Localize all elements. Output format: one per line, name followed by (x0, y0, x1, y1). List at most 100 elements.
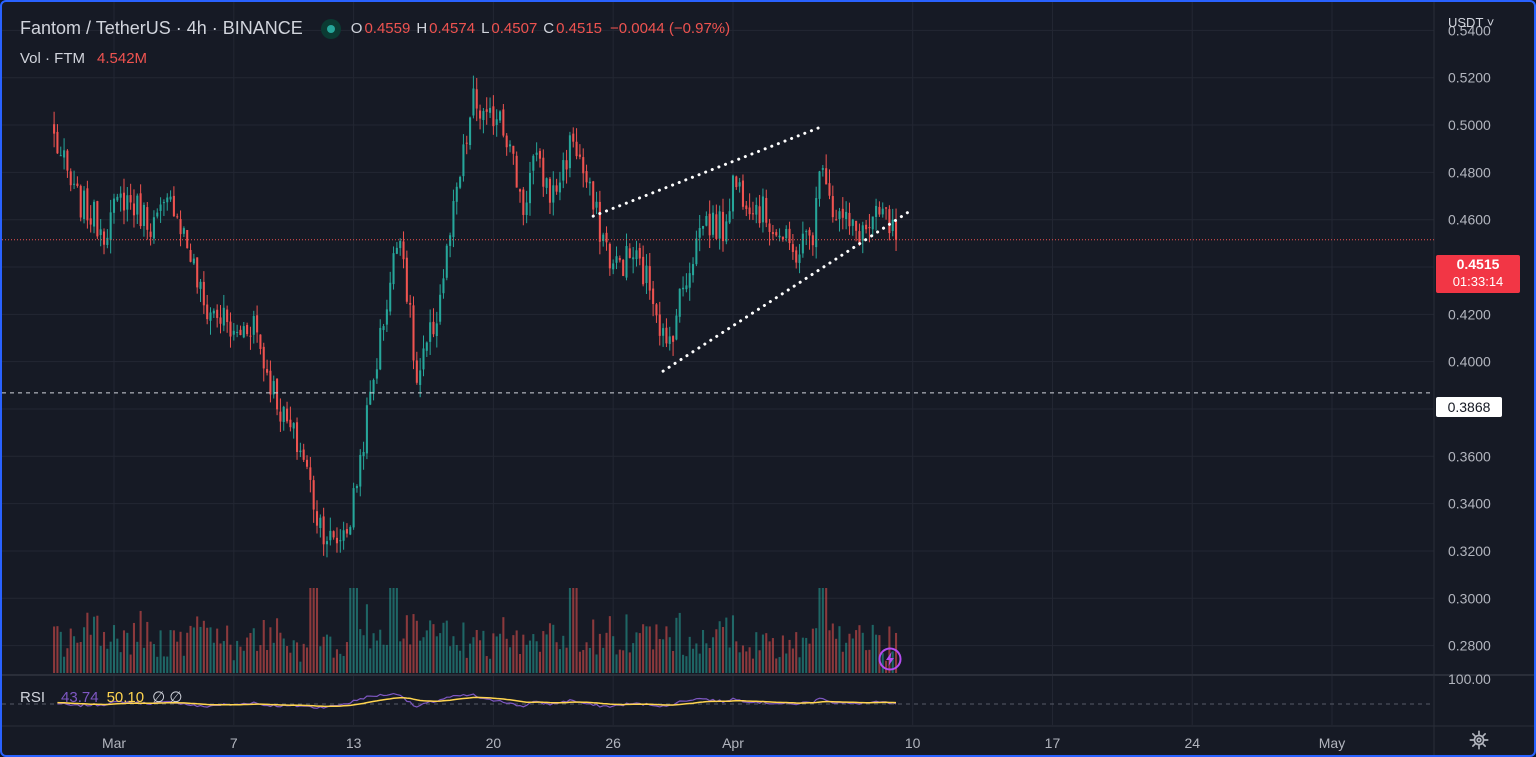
candle-body (392, 253, 395, 285)
candle-body (638, 247, 641, 259)
candle-body (109, 212, 112, 241)
candle-body (525, 202, 528, 215)
close-label: C (543, 20, 555, 37)
volume-bar (865, 650, 868, 673)
volume-bar (156, 656, 159, 673)
volume-bar (855, 630, 858, 673)
candle-body (595, 201, 598, 208)
volume-bar (755, 632, 758, 673)
volume-bar (66, 648, 69, 673)
volume-bar (319, 646, 322, 673)
volume-bar (505, 638, 508, 673)
candle-body (425, 342, 428, 351)
candle-body (895, 221, 898, 240)
candle-body (675, 315, 678, 340)
volume-bar (299, 661, 302, 673)
volume-bar (83, 627, 86, 673)
volume-bar (272, 642, 275, 673)
candle-body (292, 423, 295, 429)
volume-bar (831, 623, 834, 673)
candle-body (179, 219, 182, 235)
candle-body (106, 237, 109, 245)
volume-bar (112, 625, 116, 673)
volume-legend[interactable]: Vol · FTM 4.542M (20, 50, 147, 67)
volume-bar (515, 630, 518, 673)
volume-bar (728, 647, 731, 673)
volume-bar (79, 642, 82, 673)
candle-body (432, 321, 435, 335)
volume-bar (875, 634, 878, 673)
symbol-title[interactable]: Fantom / TetherUS · 4h · BINANCE (20, 18, 303, 38)
candle-body (602, 234, 605, 241)
volume-bar (535, 641, 538, 673)
volume-bar (196, 616, 199, 673)
candle-body (775, 232, 778, 236)
candle-body (312, 480, 315, 510)
candle-body (582, 157, 585, 174)
volume-bar (352, 588, 355, 673)
volume-bar (771, 638, 774, 673)
volume-bar (102, 631, 106, 673)
candle-body (858, 231, 861, 243)
candle-body (262, 346, 265, 369)
candle-body (352, 488, 355, 528)
candle-body (572, 133, 575, 142)
candle-body (682, 287, 685, 290)
candle-body (359, 454, 362, 487)
live-status-icon (320, 18, 341, 39)
candle-body (166, 197, 169, 203)
volume-bar (305, 647, 309, 673)
volume-bar (399, 641, 402, 673)
candle-body (748, 207, 751, 215)
candle-body (156, 212, 159, 217)
rsi-legend[interactable]: RSI 43.74 50.10 ∅ ∅ (20, 688, 182, 706)
candle-body (286, 408, 289, 422)
candle-body (365, 405, 368, 454)
candle-body (542, 157, 545, 187)
candle-body (172, 195, 175, 217)
candle-body (329, 530, 332, 541)
candle-body (349, 527, 352, 535)
volume-bar (685, 656, 688, 673)
rsi-ma-line (57, 696, 897, 708)
candle-body (658, 314, 661, 336)
candle-body (532, 155, 535, 171)
volume-bar (179, 631, 182, 673)
candle-body (199, 281, 202, 289)
candle-body (242, 326, 245, 338)
candle-body (818, 171, 821, 199)
volume-bar (266, 649, 269, 673)
y-tick-label: 0.3200 (1448, 543, 1491, 559)
candle-body (715, 214, 718, 239)
volume-bar (482, 630, 485, 673)
candle-body (725, 221, 728, 242)
volume-bar (585, 642, 588, 673)
volume-bar (445, 620, 448, 673)
lightning-icon[interactable] (878, 647, 902, 671)
volume-bar (139, 610, 142, 673)
candle-body (355, 485, 358, 489)
volume-bar (578, 651, 581, 673)
candle-body (815, 198, 818, 248)
candle-body (655, 304, 658, 316)
volume-bar (152, 644, 155, 673)
volume-bar (668, 637, 671, 673)
candle-body (585, 171, 588, 183)
volume-bar (572, 588, 575, 673)
gear-icon[interactable] (1468, 729, 1490, 751)
candle-body (765, 197, 768, 223)
candle-body (462, 144, 465, 177)
candle-body (618, 257, 621, 261)
volume-bar (751, 658, 754, 673)
currency-selector[interactable]: USDT ˅ (1448, 15, 1495, 30)
volume-bar (286, 646, 289, 673)
volume-bar (53, 626, 56, 673)
volume-bar (808, 643, 811, 673)
volume-bar (502, 617, 505, 673)
volume-bar (628, 652, 631, 673)
candle-body (379, 327, 382, 370)
candle-body (236, 331, 239, 333)
candle-body (825, 168, 828, 185)
volume-bar (472, 637, 475, 673)
